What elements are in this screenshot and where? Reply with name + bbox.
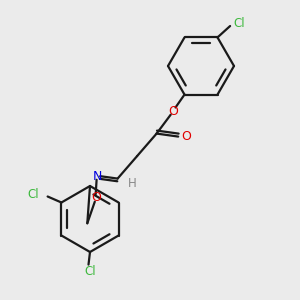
Text: H: H [128, 177, 137, 190]
Text: O: O [182, 130, 191, 143]
Text: N: N [92, 170, 102, 183]
Text: Cl: Cl [28, 188, 39, 201]
Text: O: O [91, 191, 100, 204]
Text: O: O [168, 105, 178, 118]
Text: Cl: Cl [233, 17, 245, 30]
Text: Cl: Cl [84, 265, 96, 278]
